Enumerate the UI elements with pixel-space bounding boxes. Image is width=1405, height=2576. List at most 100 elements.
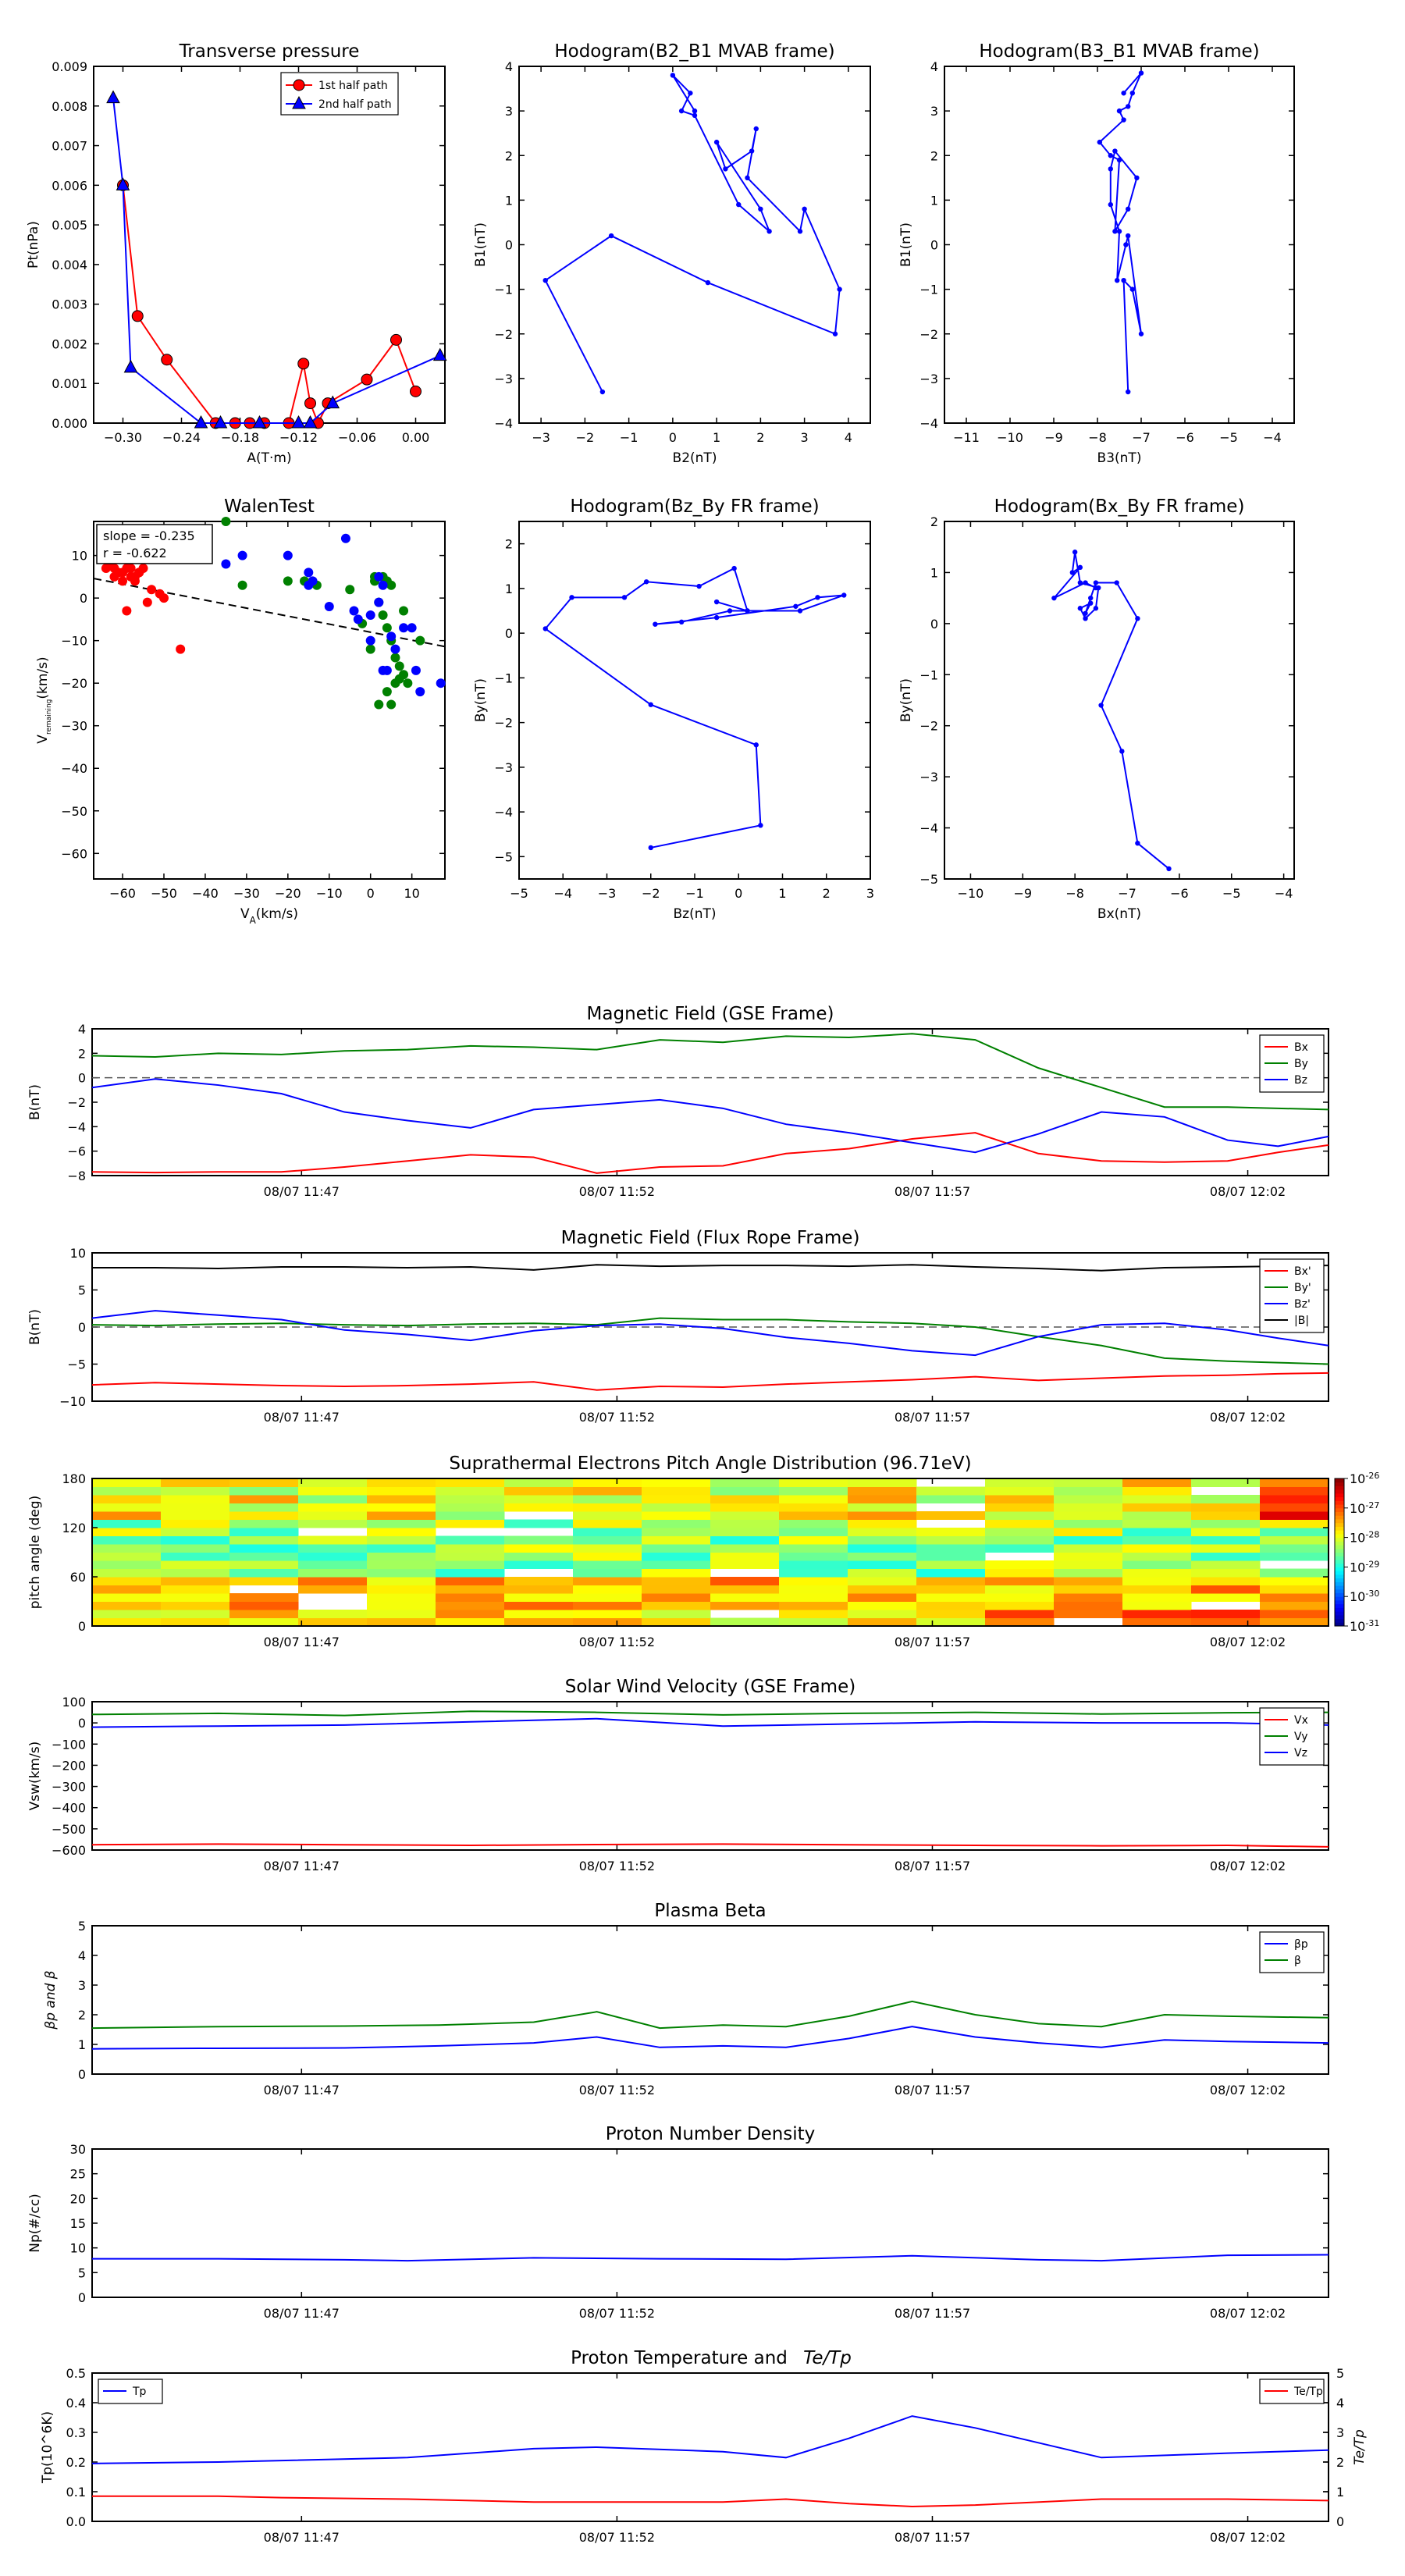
- heatmap-cell: [1054, 1486, 1123, 1496]
- heatmap-cell: [1260, 1503, 1329, 1512]
- heatmap-cell: [779, 1495, 848, 1503]
- colorbar-step: [1335, 1571, 1344, 1575]
- fr-series-2: [91, 1310, 1329, 1357]
- walen-series-blue: [221, 533, 446, 697]
- heatmap-cell: [573, 1593, 642, 1602]
- x-tick-label: 08/07 12:02: [1210, 1635, 1286, 1649]
- heatmap-cell: [642, 1535, 711, 1545]
- data-point: [1093, 585, 1099, 591]
- h1-series-0: [542, 73, 842, 395]
- heatmap-cell: [573, 1560, 642, 1569]
- data-point: [374, 597, 384, 607]
- legend-label: |B|: [1294, 1315, 1309, 1327]
- y-tick-label: 15: [70, 2216, 86, 2231]
- fr-time-ticks: 08/07 11:47 08/07 11:52 08/07 11:57 08/07 1…: [264, 1253, 1286, 1425]
- heatmap-cell: [229, 1617, 299, 1627]
- data-point: [130, 576, 140, 586]
- data-point: [361, 373, 373, 386]
- pt-series-0: [117, 179, 422, 429]
- data-point: [1093, 580, 1099, 585]
- h4-xlabel: Bx(nT): [1097, 906, 1141, 922]
- data-point: [688, 91, 693, 96]
- data-point: [415, 687, 425, 697]
- heatmap-cell: [367, 1617, 436, 1627]
- heatmap-cell: [710, 1617, 780, 1627]
- data-point: [1097, 139, 1103, 145]
- heatmap-cell: [161, 1503, 230, 1512]
- heatmap-cell: [161, 1495, 230, 1503]
- data-point: [365, 644, 375, 654]
- data-point: [1135, 616, 1140, 621]
- pad-cells: [92, 1478, 1329, 1627]
- heatmap-cell: [642, 1544, 711, 1553]
- walen-xlabel: VA(km/s): [240, 906, 298, 926]
- annotation-r: r = -0.622: [103, 546, 167, 560]
- data-point: [1166, 866, 1172, 872]
- data-point: [736, 201, 742, 208]
- heatmap-cell: [1191, 1495, 1261, 1503]
- heatmap-cell: [161, 1535, 230, 1545]
- colorbar-step: [1335, 1607, 1344, 1612]
- heatmap-cell: [985, 1535, 1055, 1545]
- heatmap-cell: [436, 1544, 505, 1553]
- heatmap-cell: [985, 1511, 1055, 1520]
- y-tick-label: 0.000: [52, 416, 87, 431]
- heatmap-cell: [1122, 1519, 1192, 1528]
- data-point: [324, 602, 334, 612]
- x-tick-label: −9: [1044, 430, 1063, 445]
- y-tick-label: 100: [62, 1695, 86, 1710]
- heatmap-cell: [367, 1528, 436, 1536]
- heatmap-cell: [642, 1519, 711, 1528]
- colorbar-step: [1335, 1582, 1344, 1586]
- y-tick-label: 4: [78, 1948, 86, 1963]
- y-tick-label: 25: [70, 2167, 86, 2182]
- beta-title: Plasma Beta: [654, 1901, 766, 1921]
- y-tick-label: −2: [494, 716, 513, 731]
- y-tick-label: −2: [67, 1095, 86, 1110]
- x-tick-label: −3: [532, 430, 550, 445]
- y-tick-label: 3: [78, 1978, 86, 1993]
- y-tick-label: −3: [494, 372, 513, 386]
- heatmap-cell: [848, 1601, 917, 1610]
- heatmap-cell: [916, 1544, 986, 1553]
- heatmap-cell: [504, 1610, 574, 1618]
- colorbar-step: [1335, 1559, 1344, 1564]
- pad-colorbar: 10-31 10-30 10-29 10-28 10-27 10-26: [1334, 1471, 1379, 1634]
- x-tick-label: 08/07 11:52: [579, 2306, 655, 2321]
- h4-title: Hodogram(Bx_By FR frame): [994, 496, 1245, 517]
- data-point: [767, 229, 772, 234]
- heatmap-cell: [92, 1552, 162, 1561]
- data-point: [1112, 229, 1118, 234]
- heatmap-cell: [1191, 1519, 1261, 1528]
- data-point: [802, 206, 807, 212]
- y-tick-label: 10: [70, 2241, 86, 2256]
- x-tick-label: −4: [1275, 886, 1293, 901]
- data-point: [410, 385, 422, 397]
- colorbar-step: [1335, 1478, 1344, 1483]
- heatmap-cell: [1054, 1593, 1123, 1602]
- heatmap-cell: [779, 1535, 848, 1545]
- pt-plot-frame: [93, 66, 446, 424]
- heatmap-cell: [710, 1552, 780, 1561]
- heatmap-cell: [573, 1519, 642, 1528]
- heatmap-cell: [161, 1528, 230, 1536]
- vel-y-ticks: −600 −500 −400 −300 −200 −100 0 100: [52, 1695, 1329, 1858]
- data-point: [194, 415, 208, 429]
- tp-chart: 0.0 0.1 0.2 0.3 0.4 0.5 08/07 11:47 08/07 11:52…: [40, 2348, 1368, 2545]
- colorbar-step: [1335, 1618, 1344, 1623]
- data-point: [692, 112, 698, 119]
- heatmap-cell: [504, 1535, 574, 1545]
- y-tick-label: 1: [1336, 2485, 1344, 2500]
- vel-series-2: [91, 1717, 1329, 1728]
- heatmap-cell: [1054, 1552, 1123, 1561]
- heatmap-cell: [229, 1577, 299, 1585]
- beta-time-ticks: 08/07 11:47 08/07 11:52 08/07 11:57 08/07 1…: [264, 1926, 1286, 2097]
- data-point: [382, 623, 392, 633]
- y-tick-label: 2: [78, 2008, 86, 2023]
- data-point: [118, 576, 128, 586]
- y-tick-label: −400: [52, 1801, 86, 1816]
- y-tick-label: 2: [930, 148, 938, 163]
- heatmap-cell: [573, 1535, 642, 1545]
